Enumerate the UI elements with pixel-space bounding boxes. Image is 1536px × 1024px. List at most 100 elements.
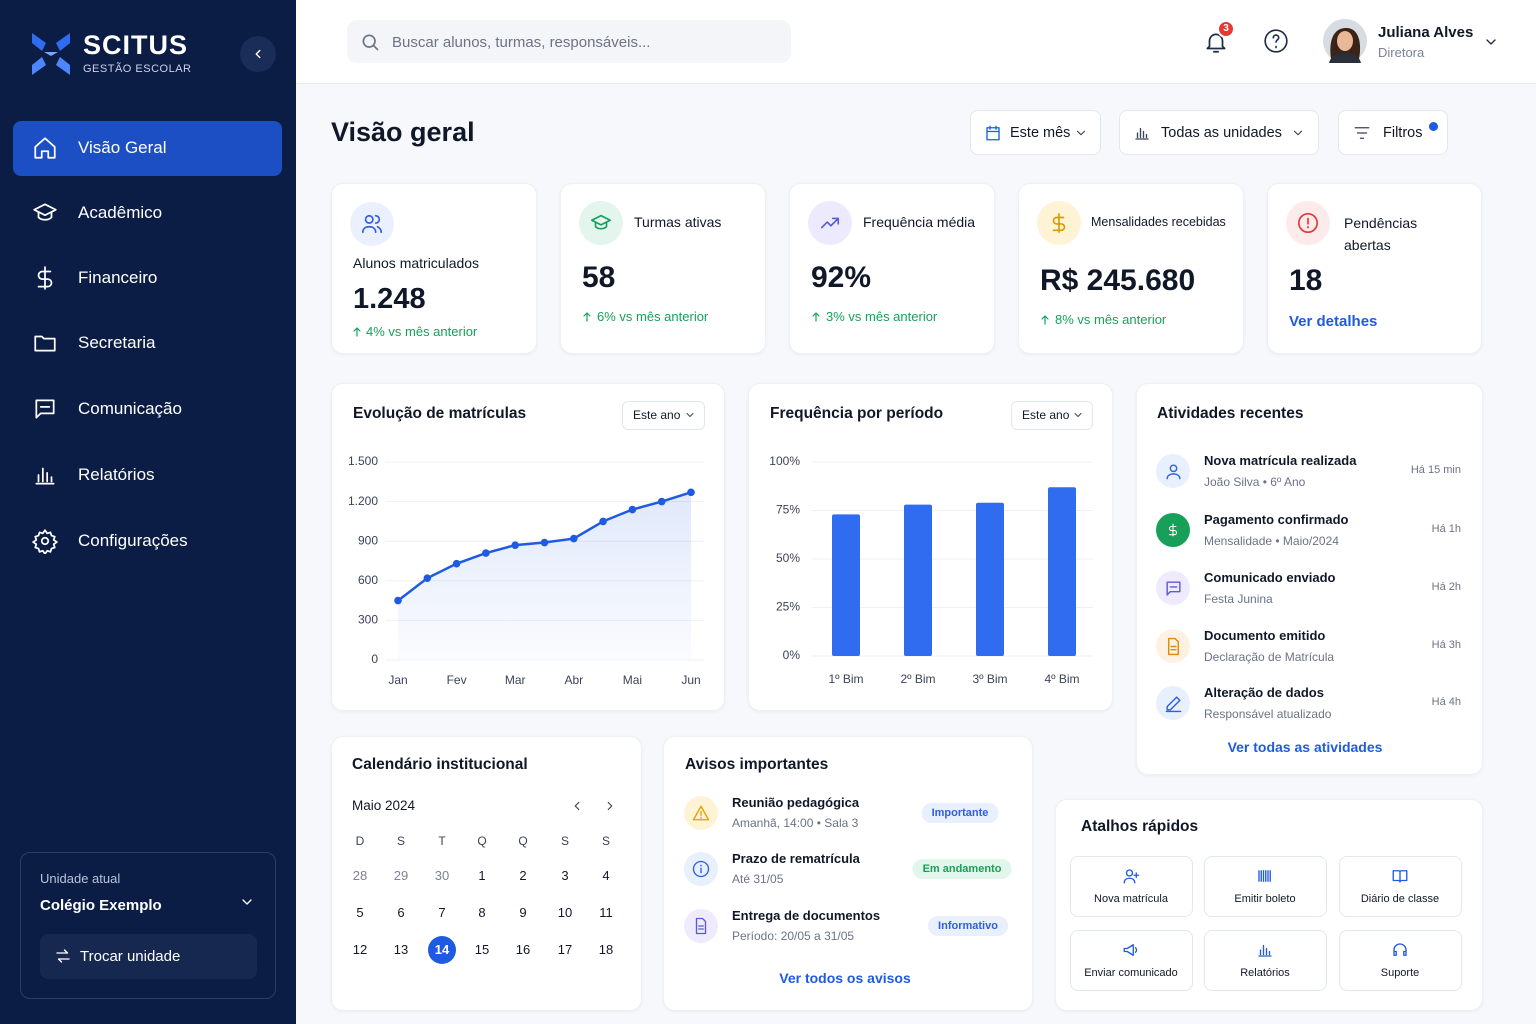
filter-label[interactable]: Todas as unidades: [1161, 124, 1282, 141]
activity-time: Há 1h: [1431, 523, 1461, 536]
calendar-day[interactable]: 10: [557, 904, 573, 920]
calendar-day[interactable]: 16: [515, 941, 531, 957]
shortcut-label[interactable]: Enviar comunicado: [1084, 967, 1178, 980]
filter-button[interactable]: [1119, 110, 1319, 155]
icon-cal: [986, 125, 1000, 141]
icon-gear: [32, 529, 58, 554]
shortcut-button[interactable]: [1070, 930, 1193, 991]
calendar-day[interactable]: 3: [561, 867, 569, 883]
kpi-label: Alunos matriculados: [353, 255, 480, 272]
icon-head: [1393, 943, 1407, 956]
shortcut-button[interactable]: [1204, 856, 1327, 917]
icon-path: [1258, 870, 1271, 882]
calendar-day[interactable]: 13: [393, 941, 409, 957]
weekday: S: [396, 833, 406, 848]
shortcut-button[interactable]: [1204, 930, 1327, 991]
calendar-day[interactable]: 14: [434, 941, 450, 957]
user-name: Juliana Alves: [1378, 23, 1474, 41]
icon-users: [362, 214, 382, 234]
menu-label[interactable]: Secretaria: [78, 333, 156, 353]
icon-path: [242, 899, 252, 905]
calendar-day[interactable]: 8: [478, 904, 486, 920]
brand: SCITUS: [83, 30, 189, 61]
period-label[interactable]: Este ano: [1022, 407, 1070, 422]
activity-title: Comunicado enviado: [1204, 569, 1336, 585]
avatar[interactable]: [1323, 19, 1367, 63]
user-role: Diretora: [1378, 44, 1425, 60]
activity-title: Pagamento confirmado: [1204, 511, 1349, 527]
calendar-day[interactable]: 1: [478, 867, 486, 883]
icon-down: [1076, 130, 1086, 136]
menu-label[interactable]: Configurações: [78, 531, 188, 551]
icon-dollar: [1052, 213, 1066, 233]
icon-path: [692, 805, 710, 821]
filter-button[interactable]: [1338, 110, 1448, 155]
unit-label: Unidade atual: [40, 870, 121, 886]
notice-title: Prazo de rematrícula: [732, 850, 860, 866]
menu-item-active[interactable]: [13, 121, 282, 176]
calendar-day[interactable]: 29: [393, 867, 409, 883]
icon-bg: [579, 201, 623, 245]
calendar-day[interactable]: 28: [352, 867, 368, 883]
shortcut-button[interactable]: [1339, 856, 1462, 917]
calendar-day[interactable]: 30: [434, 867, 450, 883]
filter-dot: [1429, 122, 1438, 131]
calendar-day[interactable]: 12: [352, 941, 368, 957]
calendar-day[interactable]: 15: [474, 941, 490, 957]
point: [423, 574, 432, 582]
menu-label[interactable]: Acadêmico: [78, 203, 163, 223]
activities-link[interactable]: Ver todas as atividades: [1227, 739, 1383, 756]
shortcut-label[interactable]: Emitir boleto: [1234, 893, 1296, 906]
icon-left: [255, 49, 261, 59]
icon-path: [37, 266, 53, 290]
line-chart: 0 300 600 900 1.200 1.500 Jan Fev Mar Abr Mai Jun: [348, 454, 704, 687]
shortcut-button[interactable]: [1070, 856, 1193, 917]
icon-help: [1264, 29, 1288, 53]
collapse-button[interactable]: [240, 36, 276, 72]
kpi-change: 8% vs mês anterior: [1055, 311, 1167, 327]
x-tick-label: Abr: [564, 673, 583, 687]
x-tick-label: 2º Bim: [900, 672, 935, 686]
icon-path: [686, 413, 694, 417]
calendar-day[interactable]: 6: [397, 904, 405, 920]
shortcut-label[interactable]: Suporte: [1380, 967, 1420, 980]
calendar-day[interactable]: 17: [557, 941, 573, 957]
calendar-day[interactable]: 18: [598, 941, 614, 957]
calendar-day[interactable]: 9: [519, 904, 527, 920]
icon-home: [34, 137, 56, 159]
icon-down: [1074, 413, 1082, 417]
calendar-day[interactable]: 7: [438, 904, 446, 920]
calendar-day[interactable]: 5: [356, 904, 364, 920]
kpi-link[interactable]: Ver detalhes: [1289, 312, 1378, 330]
period-label[interactable]: Este ano: [633, 407, 681, 422]
calendar-day[interactable]: 2: [519, 867, 527, 883]
bar: [976, 502, 1004, 656]
icon-edit: [1165, 695, 1181, 712]
menu-label[interactable]: Comunicação: [78, 399, 182, 419]
switch-unit-label[interactable]: Trocar unidade: [80, 947, 181, 965]
menu-label[interactable]: Relatórios: [78, 465, 155, 485]
x-tick-label: Jan: [388, 673, 407, 687]
calendar-day[interactable]: 11: [599, 904, 613, 920]
x-tick-label: 4º Bim: [1044, 672, 1079, 686]
switch-unit-button[interactable]: [40, 934, 257, 979]
activities-title: Atividades recentes: [1157, 405, 1304, 423]
filter-label[interactable]: Filtros: [1383, 124, 1423, 141]
shortcut-label[interactable]: Diário de classe: [1360, 893, 1440, 906]
calendar-day[interactable]: 4: [602, 867, 610, 883]
filter-label[interactable]: Este mês: [1010, 124, 1071, 141]
shortcut-label[interactable]: Relatórios: [1240, 967, 1290, 980]
shortcut-label[interactable]: Nova matrícula: [1094, 893, 1168, 906]
icon-path: [353, 327, 361, 337]
period-select[interactable]: [1011, 401, 1093, 430]
logo-shape: [32, 57, 46, 75]
search-box[interactable]: [347, 20, 791, 63]
notices-link[interactable]: Ver todos os avisos: [779, 970, 911, 987]
shortcut-button[interactable]: [1339, 930, 1462, 991]
period-select[interactable]: [622, 401, 705, 430]
calendar-title: Calendário institucional: [352, 756, 528, 774]
menu-label[interactable]: Financeiro: [78, 268, 158, 288]
menu-label[interactable]: Visão Geral: [78, 138, 167, 158]
avatar-face: [1337, 31, 1353, 51]
